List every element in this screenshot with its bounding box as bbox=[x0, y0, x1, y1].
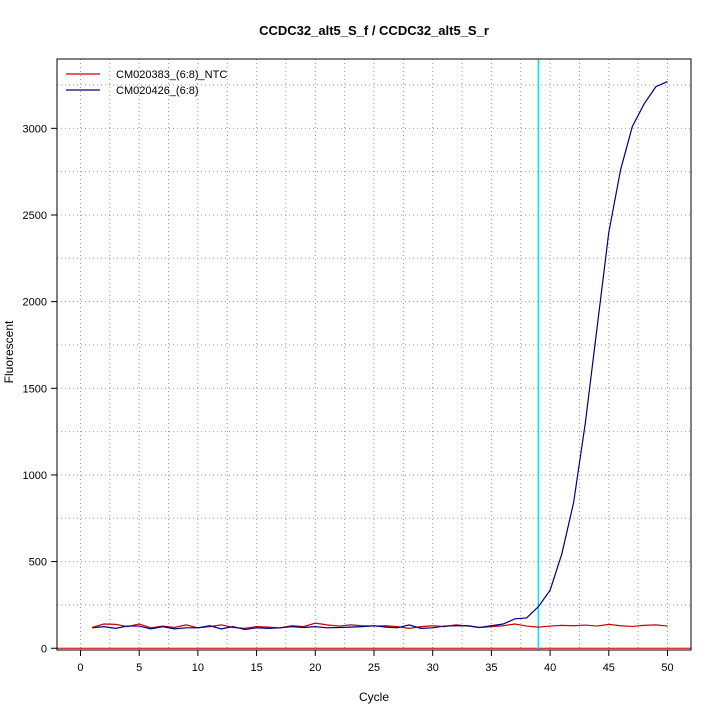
x-tick-label: 50 bbox=[661, 662, 673, 674]
legend-label-2: CM020426_(6:8) bbox=[116, 85, 199, 97]
y-tick-label: 2000 bbox=[23, 297, 47, 309]
y-tick-label: 3000 bbox=[23, 123, 47, 135]
x-tick-label: 20 bbox=[309, 662, 321, 674]
grid bbox=[57, 59, 691, 650]
series-line-2 bbox=[92, 80, 668, 631]
x-tick-label: 30 bbox=[427, 662, 439, 674]
x-tick-label: 5 bbox=[136, 662, 142, 674]
chart-title: CCDC32_alt5_S_f / CCDC32_alt5_S_r bbox=[259, 23, 489, 38]
x-tick-label: 15 bbox=[250, 662, 262, 674]
x-tick-label: 35 bbox=[485, 662, 497, 674]
x-tick-label: 0 bbox=[77, 662, 83, 674]
x-tick-label: 10 bbox=[192, 662, 204, 674]
x-tick-label: 45 bbox=[603, 662, 615, 674]
legend-label-1: CM020383_(6:8)_NTC bbox=[116, 69, 227, 81]
series-layer bbox=[92, 80, 668, 631]
y-axis-label: Fluorescent bbox=[2, 320, 16, 383]
x-axis-label: Cycle bbox=[359, 690, 389, 704]
x-tick-label: 25 bbox=[368, 662, 380, 674]
x-axis: 0 5 10 15 20 25 30 35 40 45 50 bbox=[77, 650, 674, 674]
y-tick-label: 1500 bbox=[23, 383, 47, 395]
y-tick-label: 1000 bbox=[23, 470, 47, 482]
y-axis: 0 500 1000 1500 2000 2500 3000 bbox=[23, 123, 57, 655]
legend: CM020383_(6:8)_NTC CM020426_(6:8) bbox=[66, 69, 227, 97]
x-tick-label: 40 bbox=[544, 662, 556, 674]
y-tick-label: 0 bbox=[41, 643, 47, 655]
y-tick-label: 2500 bbox=[23, 210, 47, 222]
y-tick-label: 500 bbox=[29, 557, 47, 569]
